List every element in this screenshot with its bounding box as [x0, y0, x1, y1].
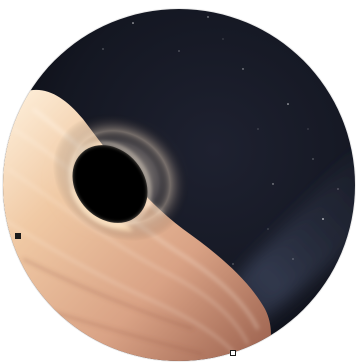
event-horizon-shadow — [72, 145, 148, 223]
black-hole-viewport[interactable] — [3, 9, 355, 361]
square-handle-icon[interactable] — [15, 233, 21, 239]
black-hole-render — [3, 9, 355, 361]
photon-ring — [69, 142, 151, 226]
star-field — [102, 16, 339, 310]
disk-shadows — [22, 257, 204, 356]
square-handle-icon[interactable] — [230, 350, 236, 356]
